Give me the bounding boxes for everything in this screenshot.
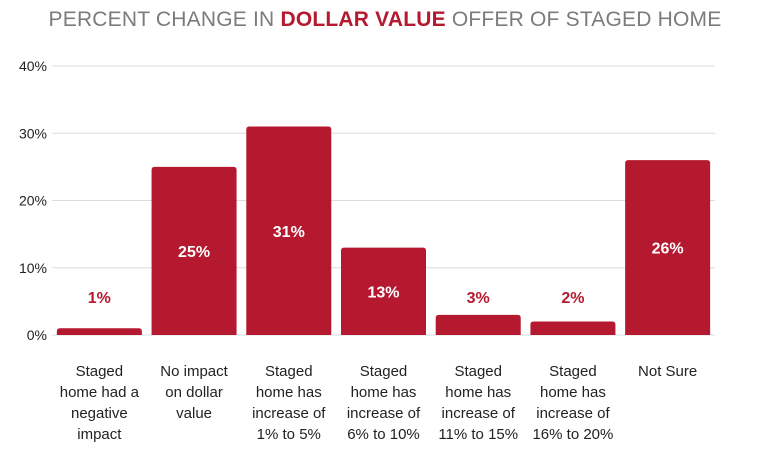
data-label: 31%: [273, 224, 305, 241]
x-tick-label: negative: [71, 405, 128, 422]
bar: [341, 247, 426, 335]
bar: [56, 328, 142, 335]
chart-title: PERCENT CHANGE IN DOLLAR VALUE OFFER OF …: [0, 8, 770, 32]
x-tick-label: 1% to 5%: [257, 426, 321, 443]
x-tick-label: value: [176, 405, 212, 422]
bar: [246, 126, 332, 336]
data-label: 13%: [367, 284, 399, 301]
title-part: OFFER OF STAGED HOME: [445, 8, 722, 31]
x-tick-label: Staged: [360, 363, 408, 380]
title-highlight: DOLLAR VALUE: [280, 8, 446, 31]
x-tick-label: impact: [77, 426, 122, 443]
x-tick-label: increase of: [442, 405, 516, 422]
x-tick-label: Staged: [549, 363, 597, 380]
x-tick-label: home has: [256, 384, 322, 401]
bar: [151, 166, 237, 335]
x-tick-label: 6% to 10%: [347, 426, 420, 443]
y-tick-label: 40%: [19, 58, 47, 74]
x-tick-label: Staged: [454, 363, 502, 380]
x-tick-label: Staged: [265, 363, 313, 380]
bar: [530, 321, 616, 335]
x-tick-label: home has: [445, 384, 511, 401]
bar: [435, 314, 521, 335]
x-tick-label: No impact: [160, 363, 228, 380]
title-part: PERCENT CHANGE IN: [48, 8, 281, 31]
data-label: 1%: [88, 290, 111, 307]
x-tick-label: increase of: [252, 405, 326, 422]
x-tick-label: on dollar: [165, 384, 223, 401]
x-tick-label: Staged: [76, 363, 124, 380]
data-label: 25%: [178, 244, 210, 261]
x-tick-label: home has: [540, 384, 606, 401]
x-tick-label: increase of: [347, 405, 421, 422]
y-tick-label: 10%: [19, 260, 47, 276]
y-tick-label: 20%: [19, 193, 47, 209]
x-tick-label: home has: [351, 384, 417, 401]
y-tick-label: 30%: [19, 125, 47, 141]
x-tick-label: Not Sure: [638, 363, 697, 380]
data-label: 26%: [652, 241, 684, 258]
y-tick-label: 0%: [27, 327, 47, 343]
bar: [625, 160, 711, 335]
x-tick-label: 16% to 20%: [532, 426, 613, 443]
x-tick-label: home had a: [60, 384, 140, 401]
data-label: 3%: [467, 290, 490, 307]
x-tick-label: 11% to 15%: [438, 426, 518, 443]
data-label: 2%: [561, 290, 584, 307]
x-tick-label: increase of: [536, 405, 610, 422]
